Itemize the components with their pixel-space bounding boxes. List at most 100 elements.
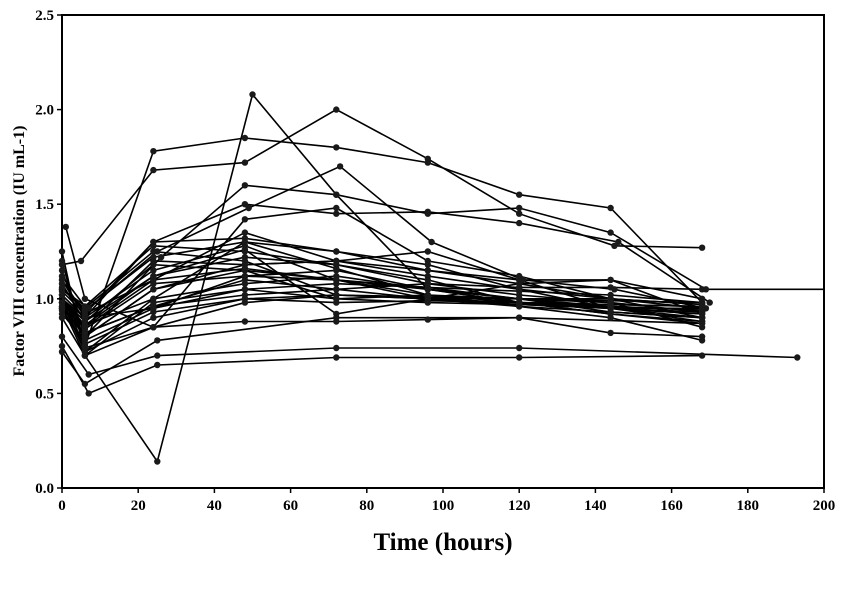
data-point-s23 <box>241 286 249 293</box>
data-point-s30 <box>58 333 66 340</box>
y-tick-label: 0.5 <box>35 386 54 402</box>
y-tick-label: 1.0 <box>35 292 54 308</box>
data-point-s35 <box>424 316 431 323</box>
data-point-s2 <box>154 458 161 465</box>
data-point-s7 <box>333 204 340 212</box>
x-tick-label: 160 <box>660 498 683 514</box>
data-point-s18 <box>333 248 340 255</box>
data-point-s34 <box>81 322 89 329</box>
data-point-s33 <box>424 280 431 287</box>
data-point-s6 <box>245 204 252 212</box>
data-point-s28 <box>516 303 523 310</box>
data-point-s35 <box>333 318 340 325</box>
data-point-s33 <box>607 284 614 291</box>
data-point-s15 <box>58 314 66 321</box>
data-point-s34 <box>698 310 706 318</box>
data-point-s3 <box>424 155 431 162</box>
data-point-s1 <box>150 148 157 155</box>
data-point-s30 <box>516 344 523 352</box>
data-point-s29 <box>333 276 340 284</box>
x-tick-label: 20 <box>131 498 146 514</box>
y-tick-label: 1.5 <box>35 197 54 213</box>
data-point-s22 <box>150 286 157 293</box>
data-point-s34 <box>607 276 614 284</box>
data-point-s33 <box>241 291 249 299</box>
data-point-s5 <box>706 299 713 306</box>
data-point-s7 <box>62 223 69 231</box>
data-point-s31 <box>698 352 706 359</box>
data-point-s9 <box>424 261 431 268</box>
data-point-s4 <box>58 267 66 274</box>
data-point-s28 <box>241 238 249 246</box>
data-point-s30 <box>794 354 801 361</box>
y-tick-label: 2.5 <box>35 8 54 24</box>
data-point-s23 <box>607 291 614 299</box>
data-point-s28 <box>607 314 614 321</box>
series-line-s33 <box>61 282 824 334</box>
data-point-s4 <box>333 191 340 198</box>
data-point-s32 <box>154 337 161 344</box>
data-point-s8 <box>241 229 249 236</box>
data-point-s3 <box>241 159 249 166</box>
data-point-s1 <box>241 134 249 142</box>
y-tick-label: 2.0 <box>35 103 54 119</box>
data-point-s27 <box>150 314 157 321</box>
data-point-s32 <box>698 320 706 327</box>
data-point-s1 <box>333 144 340 151</box>
data-point-s31 <box>85 390 92 397</box>
data-point-s33 <box>698 286 706 293</box>
data-point-s27 <box>698 299 706 306</box>
data-point-s5 <box>615 238 622 246</box>
plot-frame <box>61 14 825 489</box>
data-point-s14 <box>150 248 157 255</box>
data-point-s28 <box>150 254 157 261</box>
x-tick-label: 40 <box>207 498 222 514</box>
data-point-s22 <box>333 257 340 265</box>
data-point-s6 <box>428 238 435 246</box>
data-point-s34 <box>516 280 523 287</box>
data-point-s24 <box>150 261 157 268</box>
data-point-s2 <box>58 248 66 255</box>
x-axis-ticks: 0 20 40 60 80 100 120 140 160 180 200 <box>58 488 835 514</box>
data-point-s31 <box>154 361 161 369</box>
data-point-s5 <box>424 208 431 215</box>
x-tick-label: 120 <box>508 498 531 514</box>
data-point-s5 <box>516 219 523 227</box>
data-point-s35 <box>607 329 614 337</box>
data-point-s3 <box>77 257 85 265</box>
data-point-s26 <box>241 265 249 272</box>
x-axis-title: Time (hours) <box>373 529 512 556</box>
data-point-s6 <box>336 163 344 170</box>
data-point-s1 <box>516 191 523 198</box>
data-point-s35 <box>150 324 157 331</box>
data-point-s28 <box>58 284 66 291</box>
data-point-s19 <box>241 280 249 287</box>
data-point-s30 <box>85 371 92 378</box>
data-point-s3 <box>58 261 66 268</box>
x-tick-label: 140 <box>584 498 607 514</box>
data-point-s29 <box>607 303 614 310</box>
y-axis-title: Factor VIII concentration (IU mL-1) <box>11 126 28 377</box>
data-point-s4 <box>607 229 614 236</box>
data-point-s21 <box>150 242 157 249</box>
data-point-s10 <box>150 267 157 274</box>
data-point-s19 <box>150 295 157 302</box>
data-point-s33 <box>81 329 89 337</box>
data-point-s16 <box>241 254 249 261</box>
series-layer <box>61 92 824 464</box>
y-axis-ticks: 0.0 0.5 1.0 1.5 2.0 2.5 <box>35 8 62 497</box>
data-point-s35 <box>241 318 249 325</box>
data-point-s1 <box>607 204 614 212</box>
data-point-s7 <box>241 216 249 223</box>
data-point-s3 <box>698 244 706 251</box>
data-point-s25 <box>333 299 340 306</box>
data-point-s3 <box>150 166 157 174</box>
data-point-s34 <box>150 272 157 280</box>
data-point-s35 <box>58 303 66 310</box>
x-tick-label: 100 <box>432 498 455 514</box>
data-point-s30 <box>154 352 161 359</box>
data-point-s5 <box>333 210 340 217</box>
data-point-s30 <box>333 344 340 352</box>
series-line-s30 <box>61 336 798 376</box>
